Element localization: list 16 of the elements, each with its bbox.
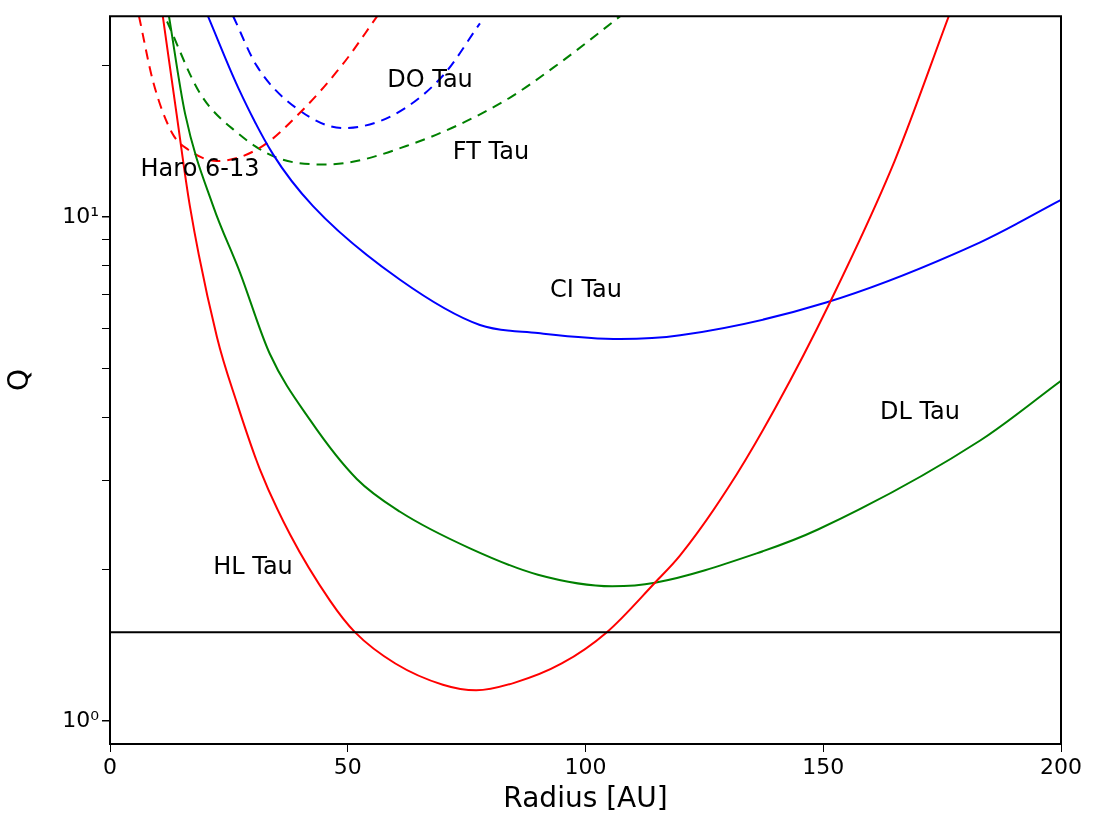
- series-label: DL Tau: [879, 397, 961, 426]
- y-tick-label: 10¹: [62, 202, 99, 228]
- y-axis-title: Q: [2, 369, 36, 392]
- x-tick-label: 200: [1040, 753, 1082, 779]
- series-label: FT Tau: [452, 137, 530, 166]
- series-label: CI Tau: [549, 275, 623, 304]
- x-tick-label: 50: [333, 753, 362, 779]
- series-label: DO Tau: [387, 65, 473, 94]
- x-axis-title: Radius [AU]: [503, 781, 668, 815]
- series-label: HL Tau: [213, 552, 293, 581]
- y-tick-label: 10⁰: [62, 706, 100, 732]
- line-series: [206, 16, 1061, 341]
- x-tick-label: 100: [564, 753, 607, 779]
- x-tick-label: 150: [802, 753, 845, 779]
- x-tick-label: 0: [103, 753, 117, 779]
- line-series: [232, 16, 481, 130]
